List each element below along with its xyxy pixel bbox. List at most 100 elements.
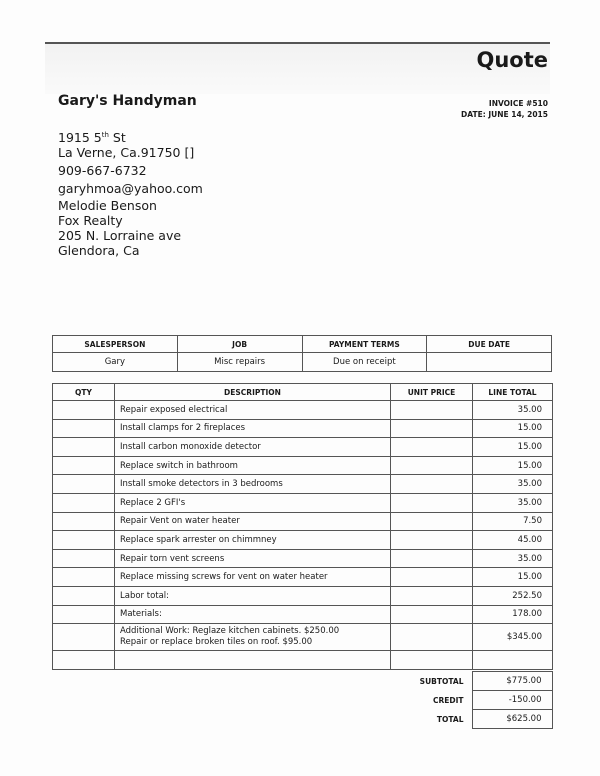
sender-city: La Verne, Ca.91750 [] — [58, 145, 195, 160]
unit-price-cell — [390, 400, 473, 420]
description-cell: Install clamps for 2 fireplaces — [114, 418, 391, 439]
line-total-cell: 7.50 — [472, 511, 553, 532]
line-total-cell: 35.00 — [472, 548, 553, 569]
qty-cell — [52, 585, 115, 606]
client-street: 205 N. Lorraine ave — [58, 228, 182, 243]
unit-price-cell — [390, 623, 473, 652]
description-cell: Replace 2 GFI's — [114, 492, 391, 513]
line-total-cell: 35.00 — [472, 400, 553, 420]
table-row: Install carbon monoxide detector 15.00 — [52, 437, 553, 457]
unit-price-cell — [390, 437, 473, 457]
subtotal-value: $775.00 — [471, 671, 553, 691]
salesperson-value: Gary — [52, 352, 178, 372]
header-qty: QTY — [52, 383, 115, 401]
table-row: Replace switch in bathroom 15.00 — [52, 455, 553, 476]
street-number: 1915 5 — [58, 130, 102, 146]
unit-price-cell — [390, 511, 473, 532]
description-cell: Materials: — [114, 604, 391, 625]
header-unit-price: UNIT PRICE — [390, 383, 473, 401]
client-name: Melodie Benson — [58, 198, 157, 213]
qty-cell — [52, 437, 115, 457]
line-total-cell: 252.50 — [472, 585, 553, 606]
header-band — [45, 44, 550, 94]
qty-cell — [52, 418, 115, 439]
totals-table: SUBTOTAL $775.00 CREDIT -150.00 TOTAL $625.… — [395, 671, 553, 729]
top-rule — [45, 42, 550, 44]
header-job: JOB — [176, 335, 303, 353]
line-total-cell: $345.00 — [472, 623, 553, 652]
invoice-number: INVOICE #510 — [488, 99, 548, 108]
line-total-cell: 178.00 — [472, 604, 553, 625]
description-cell: Replace missing screws for vent on water… — [114, 567, 391, 587]
description-cell: Repair torn vent screens — [114, 548, 391, 569]
credit-value: -150.00 — [471, 690, 553, 710]
additional-line-1: Additional Work: Reglaze kitchen cabinet… — [120, 626, 340, 637]
description-cell: Additional Work: Reglaze kitchen cabinet… — [114, 623, 391, 652]
sender-email: garyhmoa@yahoo.com — [58, 181, 203, 196]
unit-price-cell — [390, 418, 473, 439]
unit-price-cell — [390, 585, 473, 606]
line-total-cell: 35.00 — [472, 474, 553, 494]
table-row: Labor total: 252.50 — [52, 585, 553, 606]
qty-cell — [52, 492, 115, 513]
description-cell: Replace spark arrester on chimmney — [114, 530, 391, 550]
table-row: Materials: 178.00 — [52, 604, 553, 625]
qty-cell — [52, 567, 115, 587]
company-name: Gary's Handyman — [58, 93, 197, 109]
street-name: St — [108, 130, 126, 146]
qty-cell — [52, 474, 115, 494]
job-info-table: SALESPERSON JOB PAYMENT TERMS DUE DATE G… — [52, 335, 552, 372]
sender-phone: 909-667-6732 — [58, 163, 147, 178]
line-total-cell: 15.00 — [472, 455, 553, 476]
unit-price-cell — [390, 548, 473, 569]
qty-cell — [52, 400, 115, 420]
total-value: $625.00 — [471, 709, 553, 729]
unit-price-cell — [390, 474, 473, 494]
unit-price-cell — [390, 567, 473, 587]
table-row: Repair Vent on water heater 7.50 — [52, 511, 553, 532]
table-row-additional: Additional Work: Reglaze kitchen cabinet… — [52, 623, 553, 652]
description-cell: Repair exposed electrical — [114, 400, 391, 420]
header-salesperson: SALESPERSON — [52, 335, 178, 353]
document-title: Quote — [476, 48, 548, 72]
line-items-table: QTY DESCRIPTION UNIT PRICE LINE TOTAL Re… — [52, 383, 553, 670]
description-cell: Replace switch in bathroom — [114, 455, 391, 476]
description-cell: Repair Vent on water heater — [114, 511, 391, 532]
line-total-cell: 15.00 — [472, 567, 553, 587]
table-row: Install clamps for 2 fireplaces 15.00 — [52, 418, 553, 439]
client-company: Fox Realty — [58, 213, 123, 228]
due-date-value — [426, 352, 552, 372]
header-line-total: LINE TOTAL — [472, 383, 553, 401]
subtotal-label: SUBTOTAL — [419, 676, 464, 686]
additional-line-2: Repair or replace broken tiles on roof. … — [120, 637, 313, 648]
unit-price-cell — [390, 455, 473, 476]
table-row: Replace missing screws for vent on water… — [52, 567, 553, 587]
qty-cell — [52, 604, 115, 625]
client-city: Glendora, Ca — [58, 243, 140, 258]
header-payment-terms: PAYMENT TERMS — [301, 335, 428, 353]
description-cell: Labor total: — [114, 585, 391, 606]
table-row: Repair torn vent screens 35.00 — [52, 548, 553, 569]
line-total-cell: 15.00 — [472, 437, 553, 457]
line-total-cell: 35.00 — [472, 492, 553, 513]
payment-terms-value: Due on receipt — [301, 352, 428, 372]
unit-price-cell — [390, 530, 473, 550]
line-total-cell: 15.00 — [472, 418, 553, 439]
table-row: Replace 2 GFI's 35.00 — [52, 492, 553, 513]
unit-price-cell — [390, 492, 473, 513]
header-description: DESCRIPTION — [114, 383, 391, 401]
unit-price-cell — [390, 604, 473, 625]
table-row-empty — [52, 650, 553, 670]
qty-cell — [52, 511, 115, 532]
credit-label: CREDIT — [432, 695, 464, 705]
line-total-cell: 45.00 — [472, 530, 553, 550]
total-label: TOTAL — [436, 714, 464, 724]
job-value: Misc repairs — [176, 352, 303, 372]
description-cell: Install smoke detectors in 3 bedrooms — [114, 474, 391, 494]
qty-cell — [52, 623, 115, 652]
street-suffix: th — [101, 131, 109, 139]
sender-street: 1915 5th St — [58, 126, 126, 147]
qty-cell — [52, 548, 115, 569]
table-row: Install smoke detectors in 3 bedrooms 35… — [52, 474, 553, 494]
